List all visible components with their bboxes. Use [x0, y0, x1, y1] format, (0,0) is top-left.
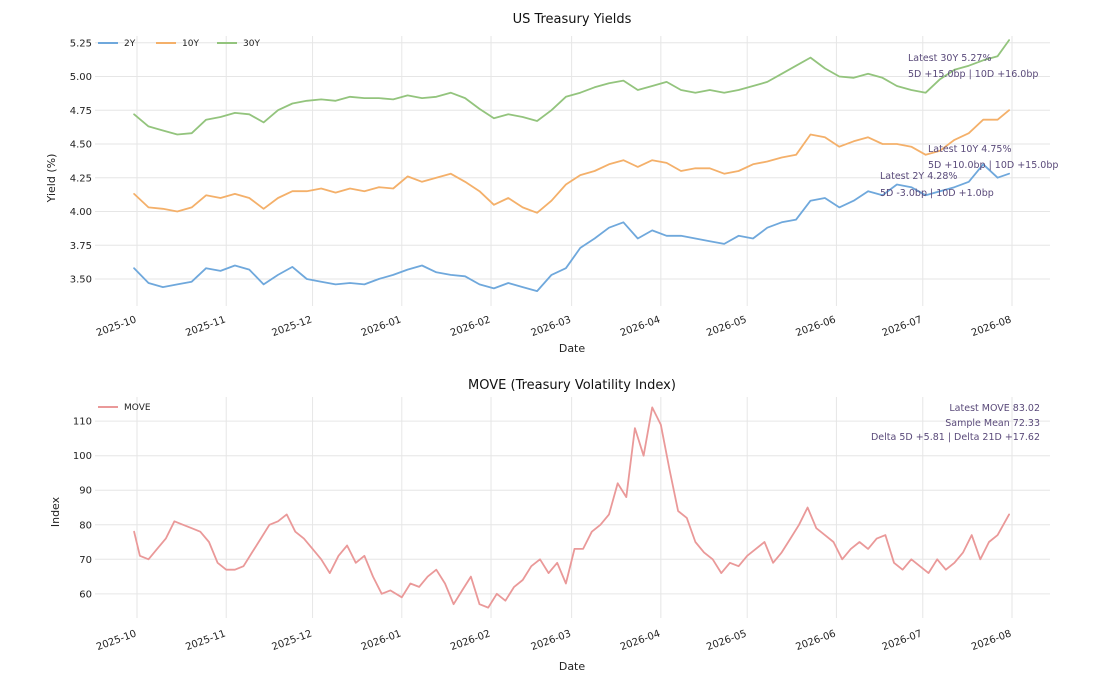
- series-line-2y: [133, 163, 1010, 293]
- yields-y-tick-label: 5.25: [70, 38, 92, 49]
- move-y-tick-label: 60: [79, 589, 92, 600]
- yields-y-tick-label: 3.50: [70, 275, 92, 286]
- annotation-2y-latest: Latest 2Y 4.28%: [880, 171, 957, 182]
- annotation-2y-change: 5D -3.0bp | 10D +1.0bp: [880, 188, 994, 199]
- yields-series-lines: [133, 39, 1010, 293]
- yields-y-tick-label: 5.00: [70, 72, 92, 83]
- move-y-tick-labels: 60 70 80 90 100 110: [73, 417, 92, 601]
- yields-gridlines: [95, 36, 1050, 306]
- move-y-tick-label: 80: [79, 520, 92, 531]
- move-legend: MOVE: [98, 403, 151, 413]
- yields-y-tick-label: 3.75: [70, 241, 92, 252]
- move-gridlines: [95, 397, 1050, 618]
- annotation-30y-latest: Latest 30Y 5.27%: [908, 53, 991, 64]
- annotation-move-latest: Latest MOVE 83.02: [949, 403, 1040, 414]
- move-y-tick-label: 90: [79, 486, 92, 497]
- series-line-30y: [133, 39, 1010, 136]
- yields-annotations: Latest 30Y 5.27% 5D +15.0bp | 10D +16.0b…: [880, 53, 1058, 199]
- annotation-30y-change: 5D +15.0bp | 10D +16.0bp: [908, 69, 1038, 80]
- annotation-10y-change: 5D +10.0bp | 10D +15.0bp: [928, 160, 1058, 171]
- move-y-axis-label: Index: [49, 496, 62, 527]
- series-line-10y: [133, 109, 1010, 214]
- yields-y-tick-label: 4.25: [70, 173, 92, 184]
- move-y-tick-label: 110: [73, 417, 92, 428]
- yields-legend: 2Y 10Y 30Y: [98, 39, 260, 49]
- yields-chart-title: US Treasury Yields: [513, 12, 632, 27]
- yields-x-axis-label: Date: [559, 342, 586, 355]
- move-y-tick-label: 100: [73, 451, 92, 462]
- move-x-axis-label: Date: [559, 660, 586, 673]
- yields-y-tick-label: 4.50: [70, 140, 92, 151]
- legend-label-10y: 10Y: [182, 39, 199, 49]
- legend-label-move: MOVE: [124, 403, 151, 413]
- move-annotations: Latest MOVE 83.02 Sample Mean 72.33 Delt…: [871, 403, 1040, 443]
- yields-y-tick-label: 4.75: [70, 106, 92, 117]
- yields-y-axis-label: Yield (%): [45, 154, 58, 204]
- annotation-move-mean: Sample Mean 72.33: [945, 418, 1040, 429]
- yields-chart: US Treasury Yields 3.50 3.75 4.00 4.25 4.50 4…: [45, 12, 1058, 355]
- yields-y-tick-labels: 3.50 3.75 4.00 4.25 4.50 4.75 5.00 5.25: [70, 38, 92, 285]
- yields-y-tick-label: 4.00: [70, 207, 92, 218]
- series-line-move: [133, 406, 1010, 609]
- legend-label-2y: 2Y: [124, 39, 136, 49]
- annotation-move-delta: Delta 5D +5.81 | Delta 21D +17.62: [871, 432, 1040, 443]
- annotation-10y-latest: Latest 10Y 4.75%: [928, 144, 1011, 155]
- legend-label-30y: 30Y: [243, 39, 260, 49]
- move-chart-title: MOVE (Treasury Volatility Index): [468, 378, 676, 393]
- move-series-lines: [133, 406, 1010, 609]
- move-y-tick-label: 70: [79, 555, 92, 566]
